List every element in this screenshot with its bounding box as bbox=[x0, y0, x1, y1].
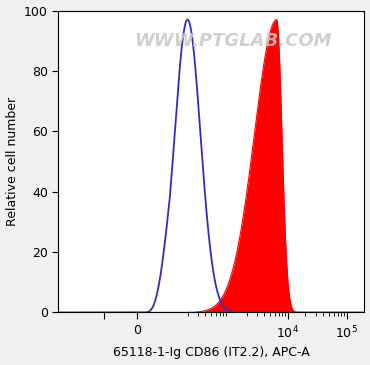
Text: WWW.PTGLAB.COM: WWW.PTGLAB.COM bbox=[134, 32, 332, 50]
Y-axis label: Relative cell number: Relative cell number bbox=[6, 97, 18, 226]
X-axis label: 65118-1-Ig CD86 (IT2.2), APC-A: 65118-1-Ig CD86 (IT2.2), APC-A bbox=[113, 346, 310, 360]
